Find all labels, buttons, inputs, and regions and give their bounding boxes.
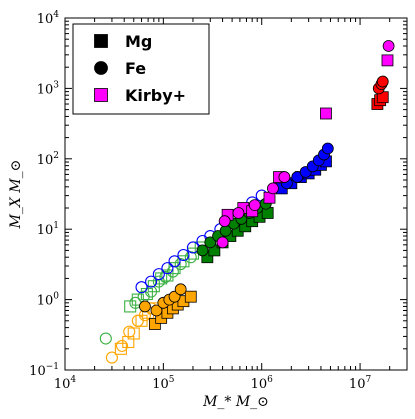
point-circle-kirbyplus	[382, 40, 395, 52]
point-circle-kirbyplus	[248, 199, 261, 211]
point-square-kirbyplus	[320, 107, 332, 120]
x-tick-label: 107	[349, 375, 372, 392]
point-circle-fe	[196, 244, 209, 257]
point-circle-kirbyplus	[216, 236, 229, 249]
y-tick-label: 10−1	[29, 362, 59, 379]
point-circle-fe	[139, 300, 151, 313]
plot-frame	[64, 17, 408, 371]
point-circle-fe	[123, 325, 136, 338]
point-circle-fe	[145, 275, 158, 288]
legend: Mg Fe Kirby+	[72, 23, 210, 115]
point-circle-fe	[135, 281, 148, 294]
point-circle-fe	[204, 236, 217, 249]
point-square-mg	[184, 290, 197, 303]
point-square-mg	[177, 255, 190, 268]
point-circle-fe	[177, 248, 190, 262]
point-circle-fe	[105, 351, 118, 364]
y-axis-title: M_X M_⊙	[8, 160, 24, 230]
point-circle-fe	[161, 262, 174, 275]
y-tick-label: 103	[37, 80, 60, 97]
point-square-kirbyplus	[381, 54, 394, 67]
point-circle-fe	[321, 142, 334, 155]
legend-marker-kirbyplus	[94, 88, 108, 102]
point-circle-fe	[152, 268, 165, 281]
point-circle-fe	[150, 304, 163, 317]
y-tick-label: 104	[37, 10, 60, 27]
point-circle-kirbyplus	[232, 207, 245, 219]
point-circle-fe	[99, 332, 112, 345]
point-circle-fe	[152, 275, 165, 288]
y-tick-label: 102	[37, 151, 59, 168]
point-circle-fe	[184, 251, 197, 264]
legend-label-fe: Fe	[125, 59, 146, 78]
point-circle-fe	[115, 339, 129, 352]
tick-labels: 104 105 106 107 10−1 100 101 102 103 104	[29, 10, 371, 392]
x-axis-title: M_* M_⊙	[202, 394, 269, 410]
point-circle-fe	[168, 255, 181, 268]
legend-label-mg: Mg	[125, 32, 152, 51]
x-tick-label: 106	[251, 375, 274, 392]
data-points	[99, 40, 395, 364]
point-circle-fe	[174, 257, 187, 271]
point-square-mg	[148, 318, 161, 330]
point-circle-fe	[376, 75, 389, 88]
y-tick-label: 101	[37, 221, 59, 238]
x-tick-label: 104	[54, 375, 77, 392]
axis-ticks	[64, 17, 408, 371]
point-circle-kirbyplus	[278, 171, 291, 183]
point-circle-kirbyplus	[267, 182, 279, 195]
legend-marker-fe	[94, 61, 108, 75]
point-circle-kirbyplus	[218, 215, 231, 228]
legend-marker-mg	[94, 34, 108, 48]
x-tick-label: 105	[152, 375, 175, 392]
legend-label-kirbyplus: Kirby+	[125, 86, 186, 105]
y-tick-label: 100	[37, 292, 60, 309]
point-circle-fe	[174, 283, 187, 296]
